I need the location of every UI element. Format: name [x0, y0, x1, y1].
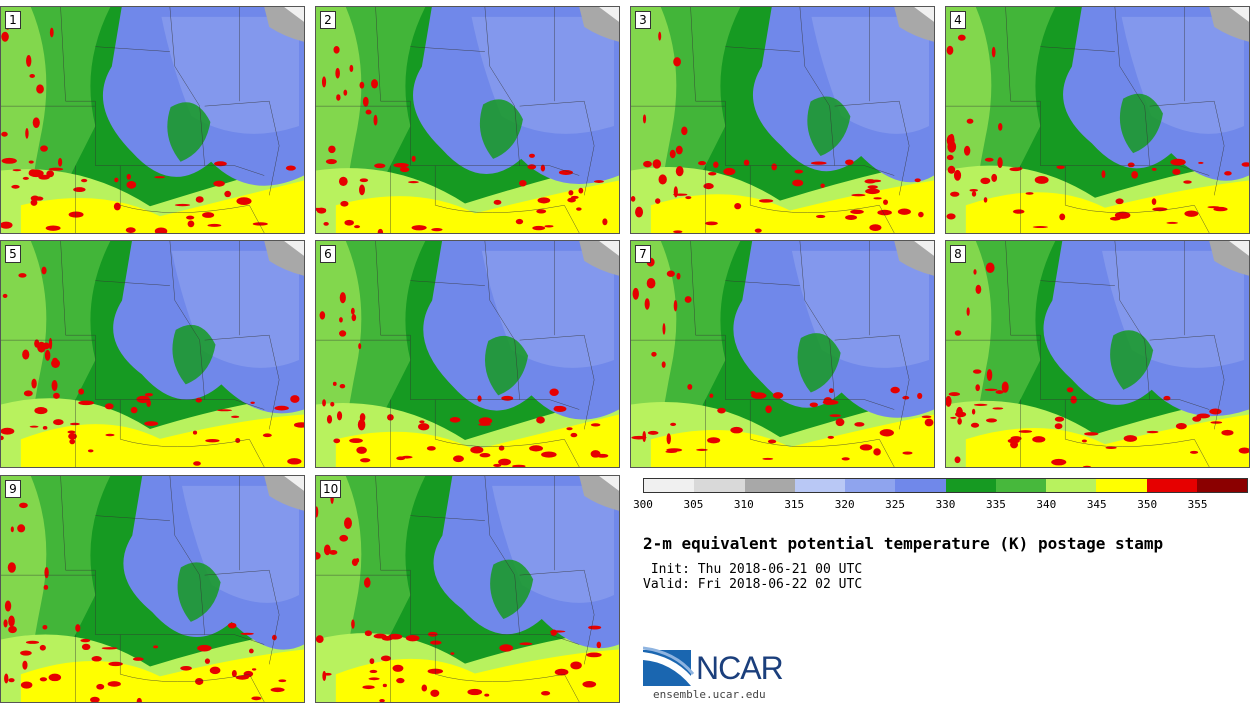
colorbar-tick-label: 320 — [834, 498, 855, 511]
colorbar-segment — [694, 479, 745, 492]
colorbar-tick-label: 315 — [784, 498, 805, 511]
colorbar-tick-label: 300 — [633, 498, 653, 511]
theta-e-map — [316, 241, 619, 467]
theta-e-map — [631, 7, 934, 233]
colorbar-segment — [794, 479, 845, 492]
colorbar — [643, 478, 1248, 493]
ensemble-member-panel: 1 — [0, 6, 305, 234]
colorbar-segment — [995, 479, 1046, 492]
colorbar-segment — [744, 479, 795, 492]
colorbar-tick-label: 335 — [985, 498, 1006, 511]
colorbar-segment — [845, 479, 896, 492]
ensemble-member-panel: 2 — [315, 6, 620, 234]
theta-e-map — [1, 241, 304, 467]
colorbar-tick-label: 325 — [885, 498, 906, 511]
theta-e-map — [1, 476, 304, 702]
colorbar-tick-label: 345 — [1086, 498, 1107, 511]
ensemble-member-panel: 10 — [315, 475, 620, 703]
colorbar-tick-label: 350 — [1137, 498, 1158, 511]
member-number-label: 8 — [950, 245, 966, 263]
ensemble-member-panel: 3 — [630, 6, 935, 234]
init-time: Init: Thu 2018-06-21 00 UTC — [643, 562, 863, 577]
theta-e-map — [316, 476, 619, 702]
theta-e-map — [1, 7, 304, 233]
colorbar-segment — [1196, 479, 1247, 492]
theta-e-map — [946, 241, 1249, 467]
colorbar-segment — [945, 479, 996, 492]
colorbar-tick-label: 355 — [1187, 498, 1208, 511]
colorbar-segment — [1146, 479, 1197, 492]
ncar-logo-icon — [643, 646, 695, 686]
theta-e-map — [946, 7, 1249, 233]
colorbar-tick-label: 330 — [935, 498, 956, 511]
member-number-label: 10 — [320, 480, 342, 498]
valid-time: Valid: Fri 2018-06-22 02 UTC — [643, 577, 863, 592]
logo-url: ensemble.ucar.edu — [653, 688, 766, 701]
ensemble-member-panel: 6 — [315, 240, 620, 468]
colorbar-segment — [644, 479, 695, 492]
ensemble-member-panel: 5 — [0, 240, 305, 468]
member-number-label: 7 — [635, 245, 651, 263]
colorbar-labels: 300 305 310 315 320 325 330 335 340 345 350 355 — [633, 498, 1248, 512]
colorbar-tick-label: 340 — [1036, 498, 1057, 511]
ensemble-member-panel: 7 — [630, 240, 935, 468]
member-number-label: 4 — [950, 11, 966, 29]
member-number-label: 9 — [5, 480, 21, 498]
logo-name: NCAR — [696, 650, 784, 686]
figure-title: 2-m equivalent potential temperature (K)… — [643, 534, 1164, 553]
ensemble-member-panel: 8 — [945, 240, 1250, 468]
theta-e-map — [631, 241, 934, 467]
member-number-label: 2 — [320, 11, 336, 29]
colorbar-segment — [1096, 479, 1147, 492]
colorbar-tick-label: 305 — [683, 498, 704, 511]
theta-e-map — [316, 7, 619, 233]
colorbar-tick-label: 310 — [733, 498, 754, 511]
ensemble-member-panel: 4 — [945, 6, 1250, 234]
colorbar-segment — [895, 479, 946, 492]
member-number-label: 5 — [5, 245, 21, 263]
member-number-label: 1 — [5, 11, 21, 29]
colorbar-segment — [1046, 479, 1097, 492]
ensemble-member-panel: 9 — [0, 475, 305, 703]
member-number-label: 6 — [320, 245, 336, 263]
member-number-label: 3 — [635, 11, 651, 29]
